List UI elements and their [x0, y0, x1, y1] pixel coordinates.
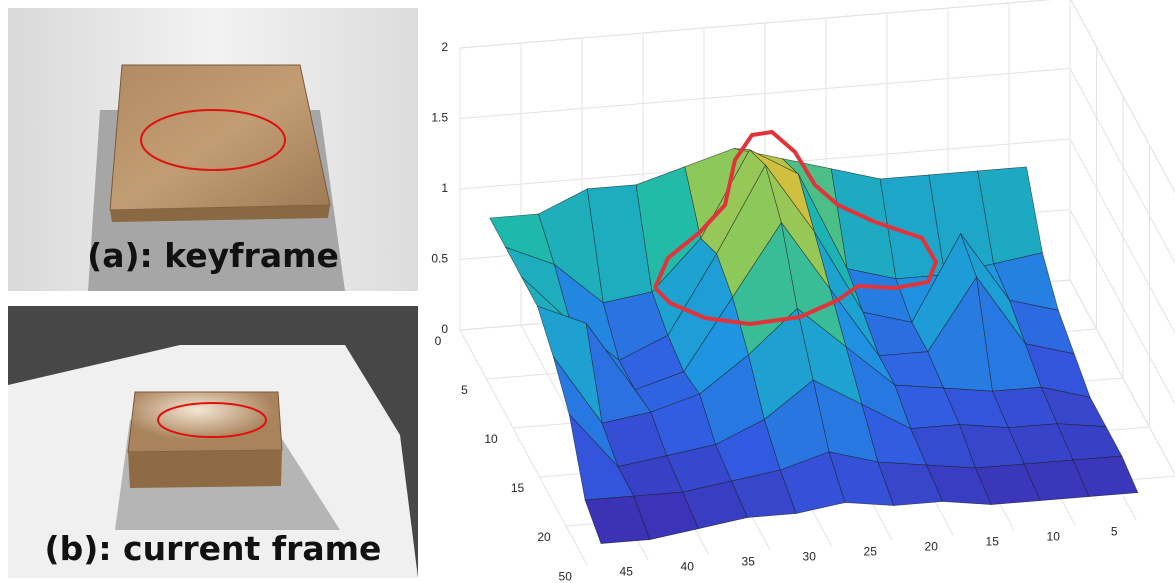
board-edge: [110, 205, 330, 222]
x-tick-label: 40: [681, 559, 695, 573]
y-tick-label: 20: [537, 530, 551, 544]
z-tick-label: 0.5: [431, 252, 448, 266]
z-tick-label: 1.5: [431, 111, 448, 125]
y-tick-label: 5: [461, 383, 468, 397]
board: [109, 64, 331, 211]
board-edge: [128, 450, 282, 488]
grid-line: [1069, 209, 1175, 405]
y-tick-label: 10: [484, 432, 498, 446]
panel-a: (a): keyframe: [8, 8, 418, 291]
z-tick-label: 0: [441, 322, 448, 336]
z-tick-label: 2: [441, 40, 448, 54]
x-tick-label: 10: [1047, 529, 1061, 543]
y-tick-label: 0: [435, 334, 442, 348]
panel-b: (b): current frame: [8, 306, 418, 578]
x-tick-label: 50: [559, 569, 573, 583]
grid-line: [1069, 68, 1175, 264]
x-tick-label: 5: [1111, 524, 1118, 538]
z-tick-label: 1: [441, 181, 448, 195]
x-tick-label: 15: [986, 534, 1000, 548]
y-tick-label: 15: [511, 481, 525, 495]
grid-line: [1069, 279, 1175, 476]
grid-line: [1069, 138, 1175, 335]
surface-patch: [1072, 455, 1139, 497]
region-outline: [157, 402, 267, 438]
region-outline: [140, 109, 286, 171]
x-tick-label: 35: [742, 554, 756, 568]
x-tick-label: 45: [620, 564, 634, 578]
caption: (b): current frame: [45, 529, 382, 568]
region-outline: [653, 130, 938, 326]
grid-line: [1070, 0, 1175, 194]
x-tick-label: 30: [803, 549, 817, 563]
caption: (a): keyframe: [87, 236, 339, 275]
board: [127, 391, 283, 453]
x-tick-label: 20: [925, 539, 939, 553]
x-tick-label: 25: [864, 544, 878, 558]
